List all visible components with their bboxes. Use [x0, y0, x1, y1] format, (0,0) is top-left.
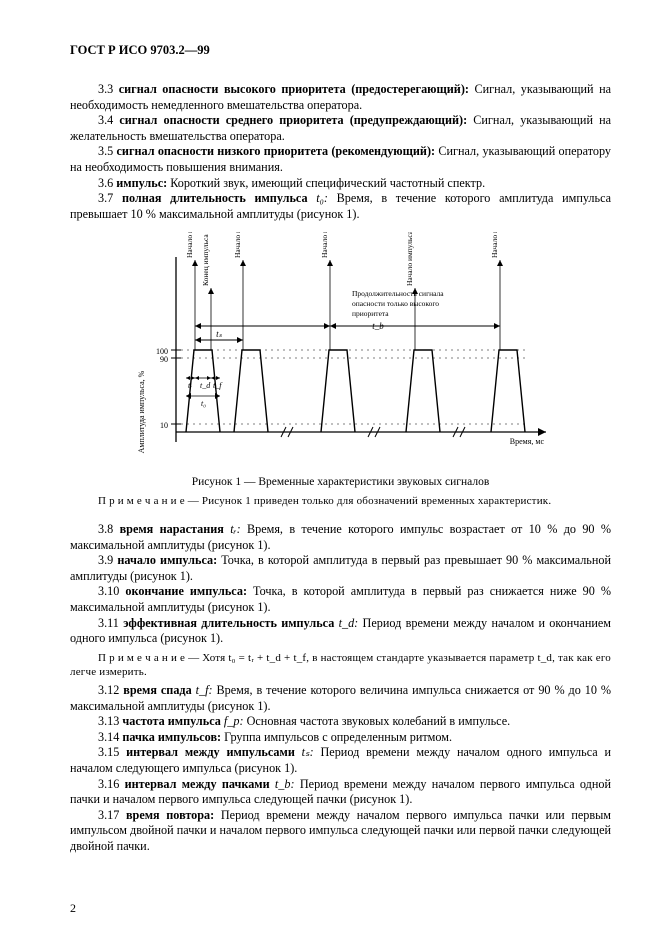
- def-3-15: 3.15 интервал между импульсами tₛ: Перио…: [70, 745, 611, 776]
- var: t_b:: [275, 777, 295, 791]
- term: сигнал опасности среднего приоритета (пр…: [119, 113, 467, 127]
- num: 3.12: [98, 683, 119, 697]
- def-3-3: 3.3 сигнал опасности высокого приоритета…: [70, 82, 611, 113]
- figure-1: 100 90 10 Амплитуда импульса, % Время, м…: [70, 232, 611, 467]
- doc-header: ГОСТ Р ИСО 9703.2—99: [70, 42, 611, 58]
- note-311: П р и м е ч а н и е — Хотя t₀ = tᵣ + t_d…: [70, 651, 611, 679]
- var: f_p:: [224, 714, 244, 728]
- num: 3.5: [98, 144, 113, 158]
- def-3-17: 3.17 время повтора: Период времени между…: [70, 808, 611, 855]
- text: Основная частота звуковых колебаний в им…: [247, 714, 511, 728]
- num: 3.6: [98, 176, 113, 190]
- term: окончание импульса:: [125, 584, 247, 598]
- y10: 10: [160, 421, 168, 430]
- num: 3.10: [98, 584, 119, 598]
- term: время нарастания: [120, 522, 224, 536]
- def-3-10: 3.10 окончание импульса: Точка, в которо…: [70, 584, 611, 615]
- y90: 90: [160, 355, 168, 364]
- def-3-4: 3.4 сигнал опасности среднего приоритета…: [70, 113, 611, 144]
- figure-caption: Рисунок 1 — Временные характеристики зву…: [70, 475, 611, 490]
- def-3-9: 3.9 начало импульса: Точка, в которой ам…: [70, 553, 611, 584]
- term: интервал между импульсами: [126, 745, 295, 759]
- lbl-end1: Конец импульса: [201, 234, 210, 286]
- term: время спада: [123, 683, 191, 697]
- term: эффективная длительность импульса: [123, 616, 334, 630]
- def-3-12: 3.12 время спада t_f: Время, в течение к…: [70, 683, 611, 714]
- num: 3.7: [98, 191, 113, 205]
- term: сигнал опасности высокого приоритета (пр…: [119, 82, 469, 96]
- num: 3.4: [98, 113, 113, 127]
- text: Группа импульсов с определенным ритмом.: [224, 730, 452, 744]
- def-3-13: 3.13 частота импульса f_p: Основная част…: [70, 714, 611, 730]
- def-3-8: 3.8 время нарастания tᵣ: Время, в течени…: [70, 522, 611, 553]
- lbl-start2: Начало импульса: [233, 232, 242, 258]
- term: интервал между пачками: [125, 777, 270, 791]
- text: Короткий звук, имеющий специфический час…: [170, 176, 485, 190]
- dur1: Продолжительность сигнала: [352, 289, 444, 298]
- ts-label: tₛ: [216, 329, 223, 339]
- term: начало импульса:: [117, 553, 217, 567]
- term: импульс:: [116, 176, 167, 190]
- lbl-start1: Начало импульса: [185, 232, 194, 258]
- td-label: t_d: [200, 381, 211, 390]
- term: сигнал опасности низкого приоритета (рек…: [117, 144, 436, 158]
- def-3-16: 3.16 интервал между пачками t_b: Период …: [70, 777, 611, 808]
- tr-label: tᵣ: [188, 381, 192, 390]
- figure-svg: 100 90 10 Амплитуда импульса, % Время, м…: [126, 232, 556, 462]
- def-3-14: 3.14 пачка импульсов: Группа импульсов с…: [70, 730, 611, 746]
- lbl-start3: Начало импульса: [320, 232, 329, 258]
- var: t_d:: [339, 616, 359, 630]
- num: 3.17: [98, 808, 119, 822]
- var: tᵣ:: [230, 522, 240, 536]
- t0-label: t₀: [201, 399, 206, 408]
- term: пачка импульсов:: [122, 730, 221, 744]
- num: 3.11: [98, 616, 119, 630]
- y-amp-label: Амплитуда импульса, %: [137, 371, 146, 454]
- num: 3.16: [98, 777, 119, 791]
- def-3-7: 3.7 полная длительность импульса t₀: Вре…: [70, 191, 611, 222]
- term: полная длительность импульса: [122, 191, 308, 205]
- num: 3.3: [98, 82, 113, 96]
- tf-label: t_f: [213, 381, 223, 390]
- page-number: 2: [70, 901, 76, 916]
- dur3: приоритета: [352, 309, 389, 318]
- num: 3.15: [98, 745, 119, 759]
- def-3-6: 3.6 импульс: Короткий звук, имеющий спец…: [70, 176, 611, 192]
- lbl-start5: Начало импульса: [490, 232, 499, 258]
- lbl-start4: Начало импульса: [405, 232, 414, 286]
- dur2: опасности только высокого: [352, 299, 439, 308]
- num: 3.9: [98, 553, 113, 567]
- x-axis-label: Время, мс: [509, 437, 544, 446]
- term: частота импульса: [122, 714, 220, 728]
- figure-note: П р и м е ч а н и е — Рисунок 1 приведен…: [70, 494, 611, 508]
- term: время повтора:: [126, 808, 214, 822]
- var: t_f:: [196, 683, 213, 697]
- num: 3.13: [98, 714, 119, 728]
- num: 3.14: [98, 730, 119, 744]
- num: 3.8: [98, 522, 113, 536]
- def-3-11: 3.11 эффективная длительность импульса t…: [70, 616, 611, 647]
- var: tₛ:: [302, 745, 314, 759]
- def-3-5: 3.5 сигнал опасности низкого приоритета …: [70, 144, 611, 175]
- var: t₀:: [316, 191, 328, 205]
